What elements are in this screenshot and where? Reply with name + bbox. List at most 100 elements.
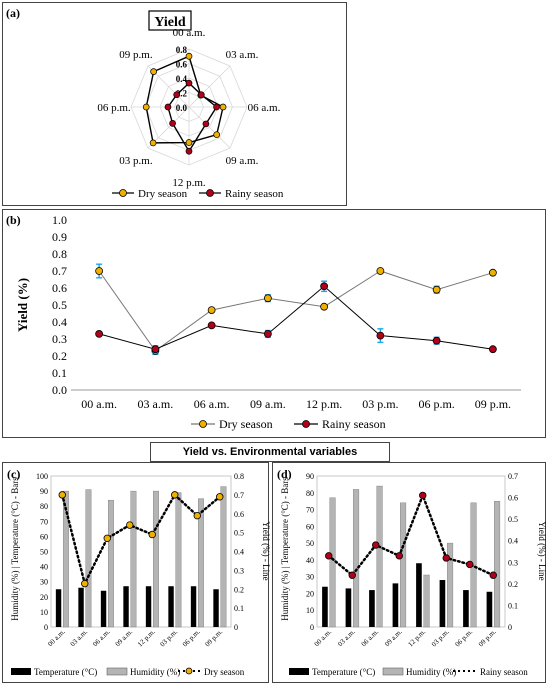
- bar-temperature: [486, 591, 493, 627]
- y2-tick-label: 0.8: [234, 472, 244, 481]
- legend-marker-dry: [185, 667, 193, 675]
- y-axis-label: Humidity (%) | Temperature (°C) - Bars: [280, 477, 290, 621]
- x-tick-label: 03 a.m.: [69, 628, 90, 649]
- yield-point: [148, 530, 156, 539]
- bar-humidity: [353, 489, 360, 628]
- radar-point: [169, 120, 176, 127]
- y2-tick-label: 0: [234, 623, 238, 632]
- radar-axis-label: 12 p.m.: [172, 177, 206, 189]
- legend-label-temperature: Temperature (°C): [312, 667, 375, 677]
- x-tick-label: 12 p.m.: [306, 397, 342, 411]
- legend-label-rainy: Rainy season: [225, 188, 284, 200]
- yield-point: [325, 552, 333, 560]
- x-tick-label: 00 a.m.: [313, 628, 334, 649]
- radar-point: [149, 139, 157, 147]
- y-tick-label: 40: [306, 556, 314, 565]
- y-tick-label: 30: [40, 578, 48, 587]
- bar-temperature: [345, 588, 352, 627]
- y-tick-label: 0.1: [52, 366, 67, 380]
- y-tick-label: 20: [40, 593, 48, 602]
- yield-point: [395, 552, 403, 560]
- series-point-dry-season: [376, 267, 385, 275]
- yield-line: [327, 491, 495, 578]
- plot-area: [50, 475, 232, 628]
- series-point-dry-season: [432, 285, 441, 294]
- y-tick-label: 90: [306, 472, 314, 481]
- bar-temperature: [392, 583, 399, 627]
- x-tick-label: 09 p.m.: [477, 628, 498, 649]
- combo-marks: [322, 485, 501, 628]
- legend-label-humidity: Humidity (%): [406, 667, 456, 677]
- x-tick-label: 09 a.m.: [383, 628, 404, 649]
- plot-area: [316, 475, 506, 628]
- radar-point: [213, 131, 221, 139]
- panel-label-d: (d): [277, 467, 292, 481]
- y-axis-label: Yield (%): [15, 278, 30, 332]
- yield-point: [81, 579, 89, 588]
- yield-point: [216, 493, 224, 501]
- yield-point: [348, 571, 356, 579]
- line-chart: (b) Yield (%) 0.00.10.20.30.40.50.60.70.…: [6, 213, 521, 431]
- radar-axis-label: 09 a.m.: [226, 155, 259, 167]
- y-tick-label: 60: [306, 522, 314, 531]
- radar-spoke: [188, 106, 231, 149]
- y-tick-label: 50: [306, 539, 314, 548]
- bar-humidity: [376, 485, 383, 628]
- radar-point: [213, 103, 220, 111]
- y-tick-label: 0.4: [52, 315, 67, 329]
- y2-tick-label: 0.1: [234, 604, 244, 613]
- combo-legend: Temperature (°C) Humidity (%) Dry season: [11, 667, 245, 677]
- y2-tick-label: 0.2: [234, 585, 244, 594]
- series-point-rainy-season: [320, 282, 329, 291]
- bar-temperature: [416, 563, 422, 627]
- bar-temperature: [463, 590, 469, 627]
- legend-label-rainy: Rainy season: [322, 417, 386, 431]
- radar-axis-label: 03 p.m.: [119, 155, 153, 167]
- series-line-dry-season: [98, 270, 494, 352]
- y-tick-label: 0: [310, 623, 314, 632]
- bar-humidity: [85, 489, 92, 628]
- y-tick-label: 0.2: [52, 349, 67, 363]
- radar-series: [142, 52, 227, 155]
- x-tick-label: 06 p.m.: [181, 628, 202, 649]
- x-tick-label: 00 a.m.: [81, 397, 117, 411]
- y2-tick-label: 0.6: [508, 494, 518, 503]
- y-tick-label: 0: [44, 623, 48, 632]
- series-point-rainy-season: [207, 321, 216, 330]
- radar-chart: (a) Yield 00 a.m. 03 a.m. 06 a.m. 09 a.m. 12…: [6, 6, 284, 200]
- bar-temperature: [439, 580, 446, 627]
- y2-tick-label: 0.5: [508, 515, 518, 524]
- radar-point: [219, 103, 227, 111]
- series-point-dry-season: [320, 302, 329, 311]
- bar-humidity: [447, 542, 454, 628]
- x-tick-label: 09 p.m.: [204, 628, 225, 649]
- radar-point: [164, 103, 172, 111]
- y-tick-label: 50: [40, 548, 48, 557]
- y-tick-label: 70: [40, 517, 48, 526]
- panel-a: (a) Yield 00 a.m. 03 a.m. 06 a.m. 09 a.m. 12…: [2, 2, 347, 206]
- radar-point: [185, 79, 193, 87]
- series-point-rainy-season: [95, 330, 104, 338]
- legend-label-dry: Dry season: [138, 188, 188, 200]
- bar-humidity: [494, 500, 501, 628]
- legend-swatch-humidity: [382, 667, 404, 676]
- radar-point: [150, 68, 157, 75]
- bar-temperature: [168, 586, 174, 627]
- yield-point: [489, 571, 497, 579]
- radar-axis-label: 06 a.m.: [248, 102, 281, 114]
- combo-chart-rainy: (d) Humidity (%) | Temperature (°C) - Ba…: [277, 467, 547, 677]
- section-title: Yield vs. Environmental variables: [150, 442, 390, 462]
- series-point-rainy-season: [151, 345, 160, 354]
- radar-legend: Dry season Rainy season: [112, 188, 284, 200]
- x-tick-label: 09 a.m.: [114, 628, 135, 649]
- legend-label-humidity: Humidity (%): [130, 667, 180, 677]
- y2-tick-label: 0.4: [508, 537, 518, 546]
- combo-axes: 0 10 20 30 40 50 60 70 80 90 0 0.1 0.2 0.3 0.4 0.5 0.6 0.…: [306, 472, 518, 648]
- yield-point: [58, 491, 66, 499]
- bar-humidity: [329, 497, 336, 628]
- legend-marker-rainy: [206, 189, 214, 197]
- x-tick-label: 09 a.m.: [250, 397, 286, 411]
- x-tick-label: 03 a.m.: [138, 397, 174, 411]
- panel-label-a: (a): [6, 6, 20, 20]
- bar-humidity: [423, 574, 430, 628]
